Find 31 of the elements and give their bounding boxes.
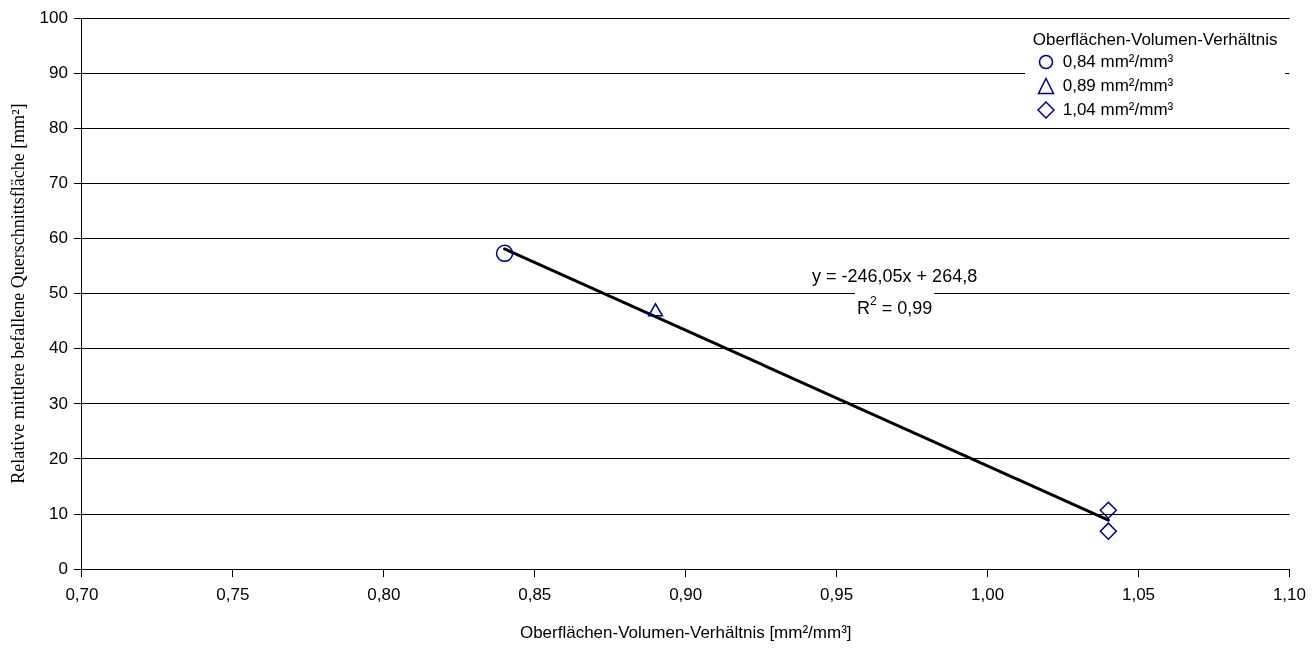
y-tick-label: 80 — [49, 117, 68, 137]
point — [647, 303, 664, 317]
y-tick-label: 90 — [49, 62, 68, 82]
x-tick-label: 0,80 — [367, 585, 401, 605]
y-tick-label: 60 — [49, 228, 68, 248]
x-tick-label: 0,85 — [518, 585, 552, 605]
legend-label: 1,04 mm²/mm³ — [1062, 100, 1174, 120]
x-tick-label: 1,05 — [1121, 585, 1156, 605]
y-tick-label: 100 — [39, 7, 68, 27]
y-tick-label: 0 — [58, 558, 68, 578]
x-tick-label: 0,90 — [669, 585, 703, 605]
x-axis-title: Oberflächen-Volumen-Verhältnis [mm²/mm³] — [519, 623, 852, 643]
y-tick-label: 20 — [49, 448, 68, 468]
legend-label: 0,89 mm²/mm³ — [1062, 76, 1174, 96]
y-tick-label: 50 — [49, 283, 68, 303]
x-tick-label: 0,70 — [65, 585, 99, 605]
y-axis-title: Relative mittlere befallene Querschnittsfläche [mm²] — [7, 103, 28, 484]
y-tick-label: 10 — [49, 503, 68, 523]
x-tick-label: 1,10 — [1272, 585, 1306, 605]
y-tick-label: 30 — [49, 393, 68, 413]
x-tick-label: 0,95 — [820, 585, 854, 605]
legend-title: Oberflächen-Volumen-Verhältnis — [1032, 30, 1278, 50]
point — [1099, 522, 1118, 540]
annotation: y = -246,05x + 264,8 — [812, 266, 978, 287]
point — [1099, 501, 1118, 519]
y-tick-label: 70 — [49, 173, 68, 193]
legend-label: 0,84 mm²/mm³ — [1062, 52, 1174, 72]
x-tick-label: 1,00 — [971, 585, 1005, 605]
y-tick-label: 40 — [49, 338, 68, 358]
point — [495, 244, 514, 263]
x-tick-label: 0,75 — [216, 585, 250, 605]
